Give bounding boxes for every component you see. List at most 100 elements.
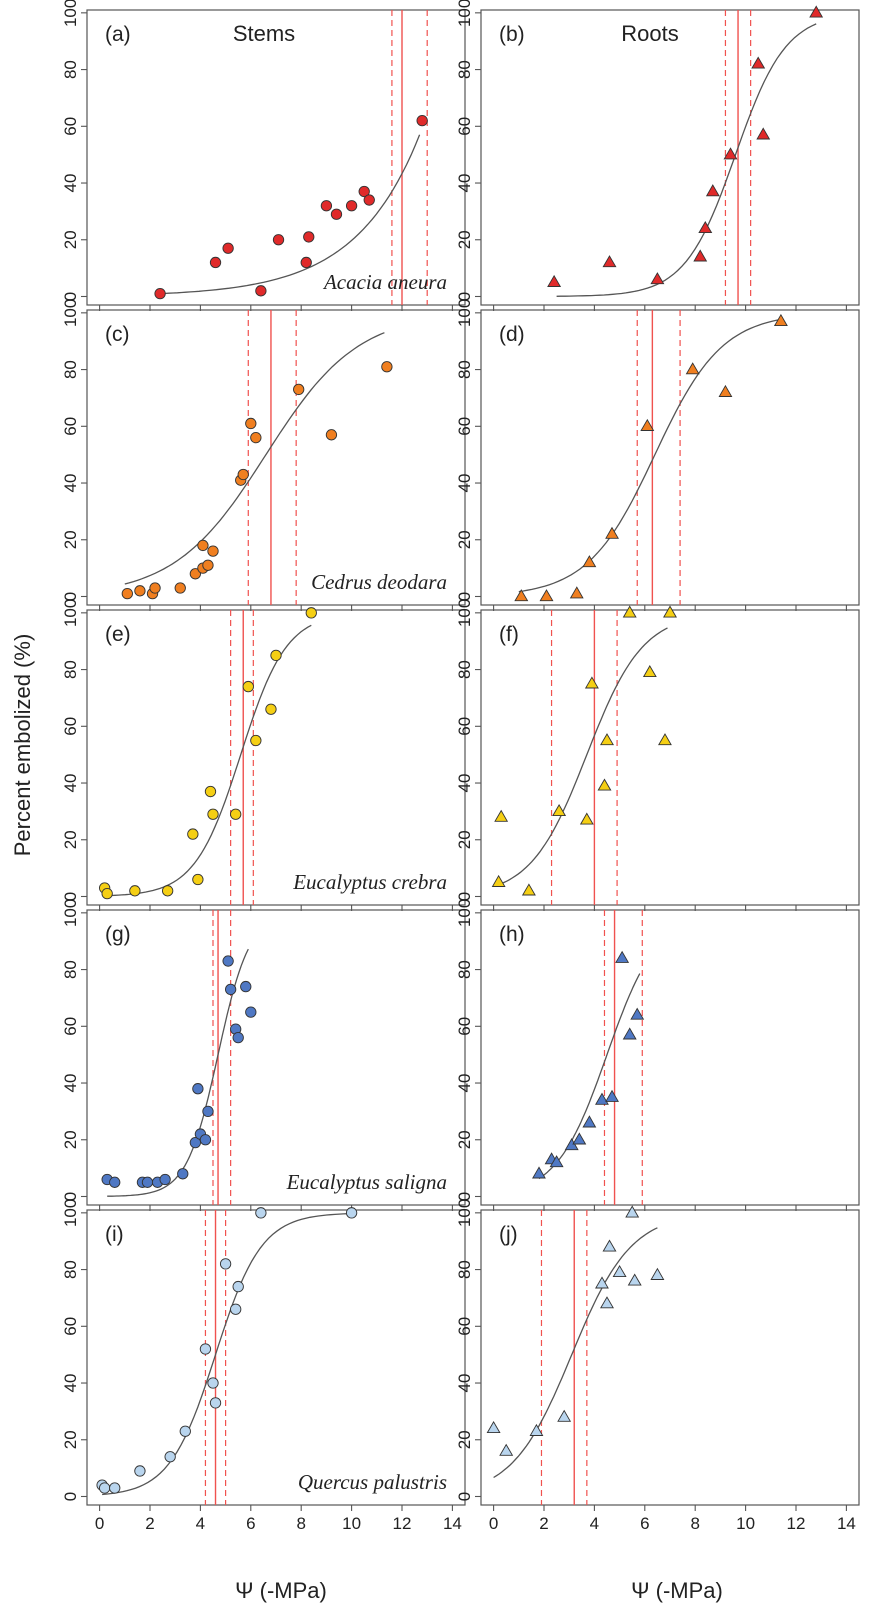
y-tick-label: 60 [61,117,80,136]
y-tick-label: 40 [455,474,474,493]
x-tick-label: 6 [640,1514,649,1533]
y-tick-label: 60 [61,417,80,436]
data-point-triangle [595,1092,609,1105]
panel-b: 0 20 40 60 80 100 (b) Roots [455,0,860,311]
panel-label: (c) [105,323,130,346]
y-tick-label: 20 [455,1130,474,1149]
fitted-curve [500,627,668,885]
y-tick-label: 80 [61,1260,80,1279]
data-point-circle [300,256,312,269]
data-point-circle [141,1176,154,1188]
x-tick-label: 0 [489,1514,498,1533]
species-name: Eucalyptus crebra [292,870,447,894]
data-point-triangle [494,809,509,822]
data-point-circle [187,828,199,840]
data-point-triangle [698,221,713,234]
y-axis-title: Percent embolized (%) [10,634,35,857]
x-tick-label: 0 [95,1514,104,1533]
data-point-circle [358,185,370,198]
panel-c: 0 20 40 60 80 100 (c) Cedrus deodara [61,299,466,611]
data-point-triangle [529,1423,544,1436]
data-point-circle [189,568,202,580]
data-point-triangle [605,1089,619,1102]
x-axis-title-roots: Ψ (-MPa) [631,1578,723,1603]
x-axis-title-stems: Ψ (-MPa) [235,1578,327,1603]
data-point-triangle [539,589,554,602]
data-point-circle [272,234,285,246]
y-tick-label: 0 [61,1192,80,1201]
y-tick-label: 0 [455,1192,474,1201]
species-name: Eucalyptus saligna [286,1170,447,1194]
y-tick-label: 60 [455,1317,474,1336]
panel-frame [480,909,860,1206]
y-tick-label: 20 [61,1130,80,1149]
data-point-triangle [625,1205,640,1218]
y-tick-label: 60 [455,417,474,436]
data-point-triangle [602,255,617,268]
fitted-curve [493,1227,658,1479]
y-tick-label: 20 [61,830,80,849]
column-title: Stems [233,21,295,46]
data-point-triangle [549,1155,564,1168]
data-point-triangle [685,362,700,375]
data-point-circle [245,1006,257,1018]
data-point-triangle [650,272,665,285]
data-point-circle [159,1173,171,1186]
data-point-circle [250,734,262,747]
y-tick-label: 100 [455,599,474,627]
data-point-circle [192,873,204,886]
x-tick-label: 14 [837,1514,856,1533]
panel-frame [86,909,466,1206]
panel-d: 0 20 40 60 80 100 (d) [455,299,860,611]
data-point-circle [197,539,209,552]
fitted-curve [518,318,782,593]
y-tick-label: 20 [61,230,80,249]
data-point-circle [202,1105,214,1118]
data-point-circle [207,1377,219,1389]
data-point-triangle [557,1409,572,1422]
panel-label: (h) [499,923,525,946]
y-tick-label: 20 [61,530,80,549]
panel-frame [86,9,466,306]
data-point-circle [164,1451,176,1463]
data-point-triangle [756,127,771,140]
data-point-circle [174,582,186,594]
data-point-circle [134,1465,146,1477]
data-point-circle [265,703,277,715]
y-tick-label: 80 [61,960,80,979]
data-point-circle [270,649,282,662]
data-point-circle [305,607,317,619]
y-tick-label: 100 [61,1199,80,1227]
panel-f: 0 20 40 60 80 100 (f) [455,599,860,911]
data-point-triangle [569,586,584,599]
data-point-triangle [773,313,788,327]
data-point-circle [149,582,161,594]
data-point-circle [207,545,219,557]
x-tick-label: 8 [690,1514,699,1533]
panel-j: 0 20 40 60 80 100 0 2 4 6 8 10 12 14 (j) [455,1199,860,1533]
y-tick-label: 20 [455,530,474,549]
data-point-triangle [582,1115,597,1128]
data-point-triangle [595,1276,609,1289]
data-point-triangle [658,733,672,746]
data-point-circle [109,1482,121,1494]
panel-label: (f) [499,623,519,646]
panel-label: (e) [105,623,131,646]
panel-h: 0 20 40 60 80 100 (h) [455,899,860,1211]
y-tick-label: 0 [455,292,474,301]
data-point-triangle [705,184,720,197]
y-tick-label: 0 [455,892,474,901]
y-tick-label: 40 [455,774,474,793]
y-tick-label: 0 [61,592,80,601]
y-tick-label: 0 [455,1492,474,1501]
data-point-triangle [751,56,766,69]
species-name: Cedrus deodara [311,570,447,594]
data-point-triangle [486,1421,501,1434]
data-point-circle [245,417,257,430]
data-point-triangle [584,676,599,689]
y-tick-label: 60 [61,1317,80,1336]
y-tick-label: 40 [61,1374,80,1393]
y-tick-label: 40 [455,1374,474,1393]
data-point-circle [154,288,166,300]
